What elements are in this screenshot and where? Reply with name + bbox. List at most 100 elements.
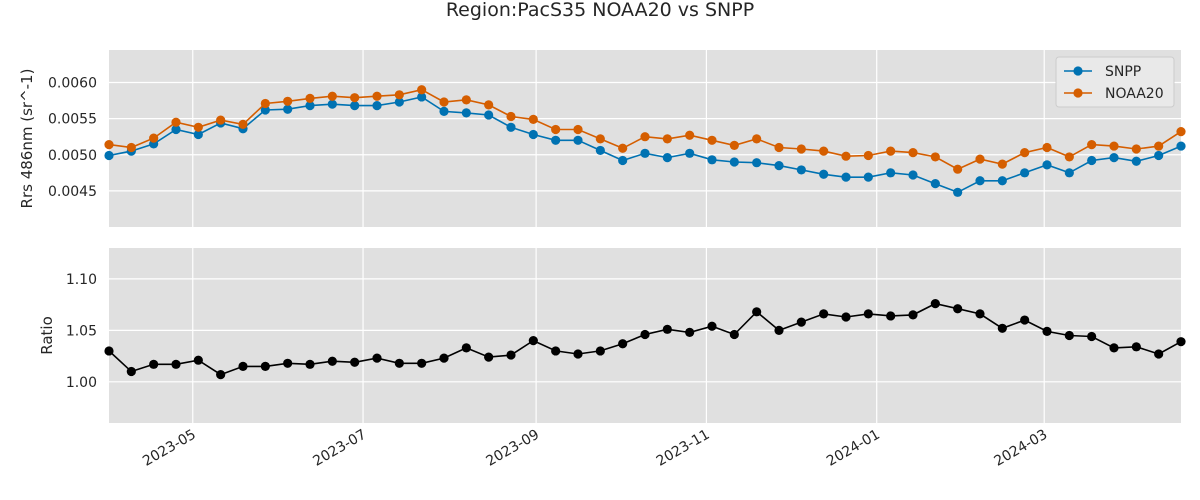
data-point bbox=[640, 148, 650, 158]
data-point bbox=[886, 146, 896, 156]
data-point bbox=[327, 356, 337, 366]
data-point bbox=[1087, 331, 1097, 342]
data-point bbox=[841, 172, 851, 182]
data-point bbox=[796, 165, 806, 175]
data-point bbox=[439, 97, 449, 107]
data-point bbox=[149, 133, 159, 143]
data-point bbox=[1154, 349, 1164, 359]
data-point bbox=[1131, 144, 1141, 154]
data-point bbox=[618, 143, 628, 153]
x-tick-label: 2023-07 bbox=[310, 427, 369, 470]
data-point bbox=[908, 170, 918, 180]
data-point bbox=[595, 134, 605, 144]
panel-2: 1.00 1.05 1.10 Ratio 2023-05 2023-07 2023-09 20… bbox=[38, 248, 1186, 470]
data-point bbox=[126, 142, 136, 153]
data-point bbox=[551, 124, 561, 135]
data-point bbox=[528, 114, 538, 124]
data-point bbox=[372, 353, 382, 363]
data-point bbox=[417, 358, 427, 368]
x-tick-label: 2023-05 bbox=[140, 427, 199, 470]
data-point bbox=[1042, 142, 1052, 153]
data-point bbox=[796, 317, 806, 327]
x-tick-label: 2023-09 bbox=[483, 427, 542, 470]
data-point bbox=[595, 346, 605, 356]
data-point bbox=[863, 150, 873, 161]
data-point bbox=[216, 370, 226, 380]
y-tick-label: 0.0050 bbox=[48, 148, 97, 164]
data-point bbox=[1064, 330, 1074, 341]
legend-label: NOAA20 bbox=[1105, 86, 1164, 102]
y-tick-label: 1.10 bbox=[66, 272, 97, 288]
data-point bbox=[350, 357, 360, 367]
data-point bbox=[506, 111, 516, 122]
data-point bbox=[752, 134, 762, 144]
data-point bbox=[439, 353, 449, 363]
data-point bbox=[685, 130, 695, 140]
data-point bbox=[997, 176, 1007, 186]
data-point bbox=[484, 352, 494, 362]
data-point bbox=[774, 160, 784, 171]
data-point bbox=[618, 339, 628, 349]
data-point bbox=[1176, 337, 1186, 347]
data-point bbox=[953, 187, 963, 197]
data-point bbox=[551, 135, 561, 145]
data-point bbox=[171, 117, 181, 127]
data-point bbox=[1064, 152, 1074, 162]
data-point bbox=[819, 169, 829, 179]
data-point bbox=[975, 176, 985, 186]
data-point bbox=[394, 90, 404, 100]
data-point bbox=[216, 115, 226, 125]
data-point bbox=[707, 321, 717, 331]
data-point bbox=[126, 366, 136, 377]
data-point bbox=[327, 91, 337, 101]
data-point bbox=[707, 155, 717, 165]
data-point bbox=[640, 329, 650, 340]
x-tick-label: 2023-11 bbox=[654, 427, 713, 470]
y-tick-label: 1.00 bbox=[66, 375, 97, 391]
data-point bbox=[729, 329, 739, 340]
data-point bbox=[104, 346, 114, 356]
data-point bbox=[461, 95, 471, 105]
x-tick-label: 2024-01 bbox=[824, 427, 883, 470]
data-point bbox=[193, 129, 203, 140]
y-tick-label: 0.0060 bbox=[48, 76, 97, 92]
legend-box bbox=[1055, 56, 1175, 108]
data-point bbox=[640, 132, 650, 142]
data-point bbox=[1131, 342, 1141, 352]
legend-label: SNPP bbox=[1105, 64, 1141, 80]
legend-marker bbox=[1073, 66, 1083, 76]
data-point bbox=[439, 106, 449, 117]
data-point bbox=[685, 148, 695, 158]
data-point bbox=[819, 309, 829, 319]
data-point bbox=[729, 157, 739, 167]
series-noaa20 bbox=[104, 85, 1186, 174]
data-point bbox=[886, 168, 896, 178]
data-point bbox=[484, 110, 494, 120]
data-point bbox=[104, 150, 114, 161]
y-tick-label: 0.0055 bbox=[48, 112, 97, 128]
data-point bbox=[193, 355, 203, 365]
data-point bbox=[283, 96, 293, 106]
data-point bbox=[171, 124, 181, 135]
data-point bbox=[997, 159, 1007, 169]
data-point bbox=[1176, 127, 1186, 137]
data-point bbox=[618, 155, 628, 166]
data-point bbox=[662, 153, 672, 163]
data-point bbox=[1042, 326, 1052, 336]
data-point bbox=[1154, 150, 1164, 161]
data-point bbox=[461, 108, 471, 118]
data-point bbox=[1020, 168, 1030, 178]
data-point bbox=[908, 147, 918, 158]
data-point bbox=[662, 134, 672, 144]
data-point bbox=[238, 361, 248, 371]
data-point bbox=[327, 99, 337, 109]
data-point bbox=[484, 100, 494, 110]
data-point bbox=[350, 101, 360, 111]
data-point bbox=[707, 135, 717, 145]
data-point bbox=[1176, 141, 1186, 151]
data-point bbox=[260, 98, 270, 109]
data-point bbox=[1154, 141, 1164, 151]
data-point bbox=[528, 129, 538, 140]
data-point bbox=[417, 92, 427, 102]
